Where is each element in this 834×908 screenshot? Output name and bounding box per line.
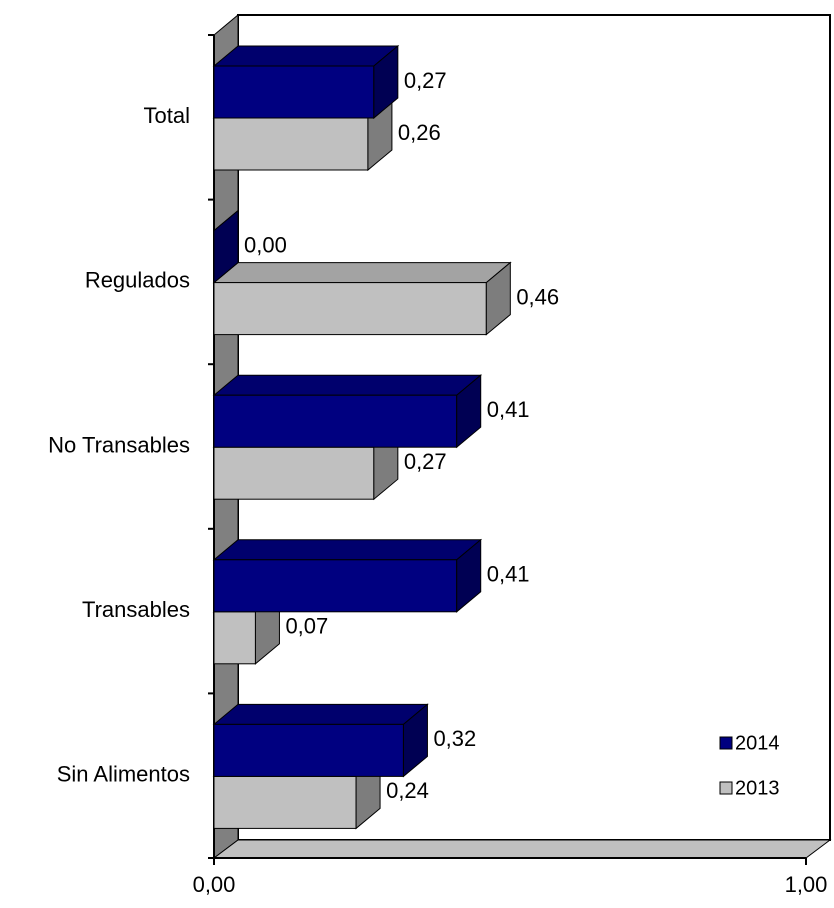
value-label: 0,41	[487, 562, 530, 587]
value-label: 0,46	[516, 284, 559, 309]
bar-side	[373, 44, 399, 120]
category-label: Sin Alimentos	[57, 762, 190, 787]
bar-top	[212, 262, 512, 284]
bar	[213, 775, 357, 829]
value-label: 0,24	[386, 778, 429, 803]
category-label: Transables	[82, 597, 190, 622]
bar-top	[212, 45, 400, 67]
bar	[213, 282, 487, 336]
bar-side	[213, 209, 239, 284]
bar	[213, 117, 369, 171]
bar-top	[212, 703, 429, 725]
value-label: 0,32	[433, 726, 476, 751]
value-label: 0,27	[404, 68, 447, 93]
bar-side	[456, 374, 482, 449]
bar-top	[212, 539, 483, 561]
x-tick-label: 1,00	[785, 872, 828, 897]
bar	[213, 394, 458, 448]
category-label: No Transables	[48, 432, 190, 457]
bar	[213, 446, 375, 500]
value-label: 0,00	[244, 232, 287, 257]
value-label: 0,26	[398, 120, 441, 145]
value-label: 0,07	[285, 614, 328, 639]
legend-text: 2013	[735, 777, 780, 799]
floor	[212, 839, 832, 859]
bar	[213, 559, 458, 613]
legend-text: 2014	[735, 732, 780, 754]
bar-side	[456, 538, 482, 613]
bar-top	[212, 374, 483, 396]
value-label: 0,27	[404, 449, 447, 474]
bar-side	[402, 703, 428, 778]
x-tick-label: 0,00	[193, 872, 236, 897]
legend-swatch	[719, 781, 733, 795]
bar	[213, 723, 404, 777]
legend-swatch	[719, 736, 733, 750]
category-label: Total	[144, 103, 190, 128]
bar	[213, 611, 256, 665]
value-label: 0,41	[487, 397, 530, 422]
category-label: Regulados	[85, 268, 190, 293]
bar-side	[485, 261, 511, 336]
bar	[213, 65, 375, 119]
